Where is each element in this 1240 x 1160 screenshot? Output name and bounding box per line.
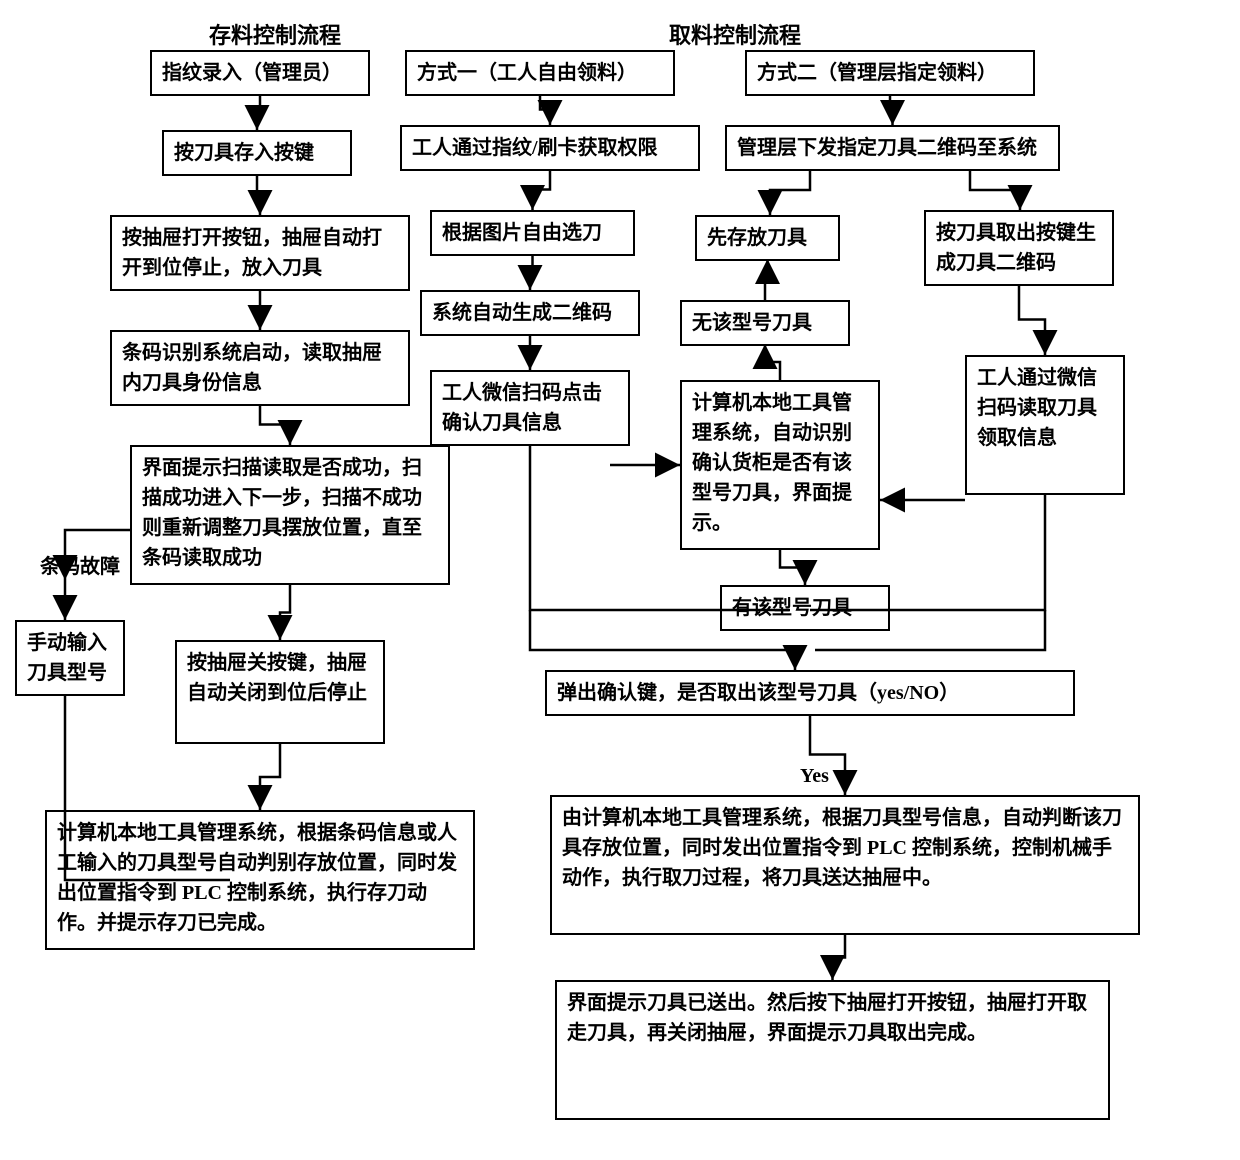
node-r2: 管理层下发指定刀具二维码至系统: [725, 125, 1060, 171]
node-r1: 方式二（管理层指定领料）: [745, 50, 1035, 96]
node-r9: 界面提示刀具已送出。然后按下抽屉打开按钮，抽屉打开取走刀具，再关闭抽屉，界面提示…: [555, 980, 1110, 1120]
node-l2: 按刀具存入按键: [162, 130, 352, 176]
node-l7: 按抽屉关按键，抽屉自动关闭到位后停止: [175, 640, 385, 744]
node-r3a: 先存放刀具: [695, 215, 840, 261]
node-l1: 指纹录入（管理员）: [150, 50, 370, 96]
node-l6: 手动输入刀具型号: [15, 620, 125, 696]
node-l5: 界面提示扫描读取是否成功，扫描成功进入下一步，扫描不成功则重新调整刀具摆放位置，…: [130, 445, 450, 585]
label-yes: Yes: [800, 765, 829, 788]
node-l8: 计算机本地工具管理系统，根据条码信息或人工输入的刀具型号自动判别存放位置，同时发…: [45, 810, 475, 950]
node-m1: 方式一（工人自由领料）: [405, 50, 675, 96]
node-m5: 工人微信扫码点击确认刀具信息: [430, 370, 630, 446]
node-r7: 弹出确认键，是否取出该型号刀具（yes/NO）: [545, 670, 1075, 716]
node-r5: 工人通过微信扫码读取刀具领取信息: [965, 355, 1125, 495]
node-r4: 计算机本地工具管理系统，自动识别确认货柜是否有该型号刀具，界面提示。: [680, 380, 880, 550]
node-r3b: 无该型号刀具: [680, 300, 850, 346]
node-r8: 由计算机本地工具管理系统，根据刀具型号信息，自动判断该刀具存放位置，同时发出位置…: [550, 795, 1140, 935]
node-r6: 有该型号刀具: [720, 585, 890, 631]
label-barcode-fault: 条码故障: [40, 550, 120, 579]
title-right: 取料控制流程: [655, 18, 815, 50]
node-l3: 按抽屉打开按钮，抽屉自动打开到位停止，放入刀具: [110, 215, 410, 291]
node-m2: 工人通过指纹/刷卡获取权限: [400, 125, 700, 171]
title-left: 存料控制流程: [195, 18, 355, 50]
node-m4: 系统自动生成二维码: [420, 290, 640, 336]
node-m3: 根据图片自由选刀: [430, 210, 635, 256]
node-r3c: 按刀具取出按键生成刀具二维码: [924, 210, 1114, 286]
node-l4: 条码识别系统启动，读取抽屉内刀具身份信息: [110, 330, 410, 406]
